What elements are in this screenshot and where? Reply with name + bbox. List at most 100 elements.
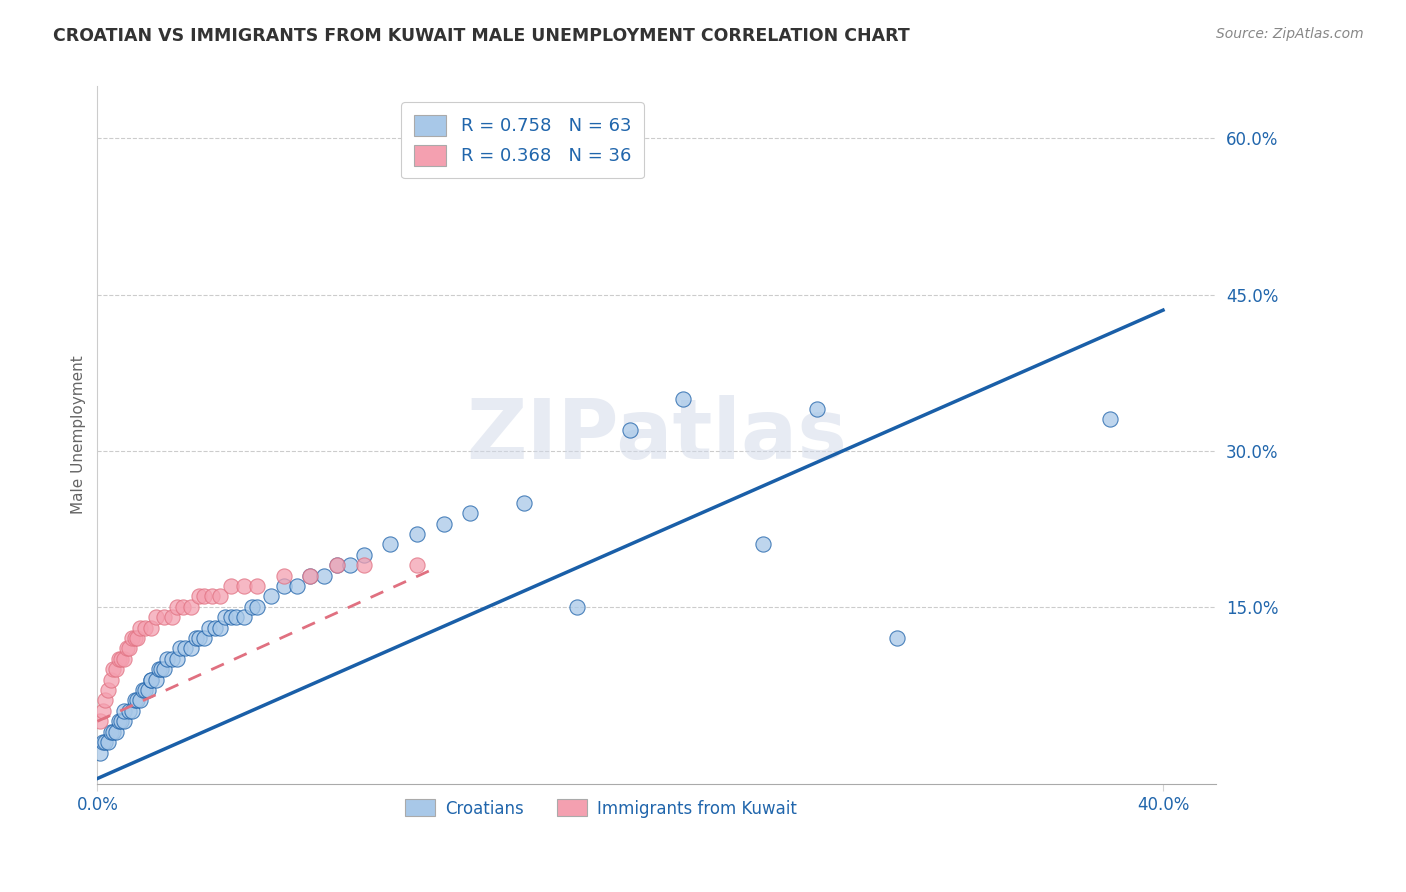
Point bbox=[94, 693, 117, 707]
Point bbox=[91, 735, 114, 749]
Point bbox=[124, 693, 146, 707]
Point bbox=[232, 610, 254, 624]
Point bbox=[326, 558, 349, 573]
Point bbox=[886, 631, 908, 645]
Y-axis label: Male Unemployment: Male Unemployment bbox=[72, 356, 86, 515]
Point bbox=[512, 496, 534, 510]
Point bbox=[193, 631, 215, 645]
Point bbox=[184, 631, 207, 645]
Point bbox=[89, 714, 111, 729]
Point bbox=[752, 537, 775, 551]
Point bbox=[326, 558, 349, 573]
Point bbox=[153, 610, 176, 624]
Point bbox=[97, 683, 120, 698]
Point bbox=[150, 662, 173, 676]
Point bbox=[232, 579, 254, 593]
Point bbox=[112, 652, 135, 666]
Point bbox=[103, 724, 125, 739]
Point bbox=[193, 590, 215, 604]
Point bbox=[129, 693, 152, 707]
Point bbox=[121, 704, 143, 718]
Point bbox=[100, 724, 122, 739]
Point bbox=[145, 610, 167, 624]
Point bbox=[259, 590, 281, 604]
Point bbox=[160, 610, 183, 624]
Point bbox=[406, 527, 429, 541]
Point bbox=[169, 641, 191, 656]
Point bbox=[100, 673, 122, 687]
Point bbox=[160, 652, 183, 666]
Point bbox=[198, 621, 221, 635]
Point bbox=[174, 641, 197, 656]
Point bbox=[112, 714, 135, 729]
Point bbox=[299, 568, 322, 582]
Point bbox=[103, 662, 125, 676]
Text: CROATIAN VS IMMIGRANTS FROM KUWAIT MALE UNEMPLOYMENT CORRELATION CHART: CROATIAN VS IMMIGRANTS FROM KUWAIT MALE … bbox=[53, 27, 910, 45]
Point bbox=[166, 599, 188, 614]
Point bbox=[110, 714, 132, 729]
Point bbox=[187, 590, 209, 604]
Point bbox=[118, 704, 141, 718]
Point bbox=[246, 599, 269, 614]
Point bbox=[460, 506, 482, 520]
Point bbox=[153, 662, 176, 676]
Point bbox=[201, 590, 224, 604]
Point bbox=[219, 610, 242, 624]
Point bbox=[353, 548, 375, 562]
Point bbox=[107, 652, 129, 666]
Point bbox=[94, 735, 117, 749]
Point bbox=[121, 631, 143, 645]
Point bbox=[131, 683, 153, 698]
Point bbox=[107, 714, 129, 729]
Point bbox=[299, 568, 322, 582]
Point bbox=[134, 683, 156, 698]
Point bbox=[672, 392, 695, 406]
Point bbox=[240, 599, 263, 614]
Point bbox=[172, 599, 194, 614]
Point bbox=[127, 631, 149, 645]
Legend: Croatians, Immigrants from Kuwait: Croatians, Immigrants from Kuwait bbox=[398, 793, 803, 824]
Point bbox=[145, 673, 167, 687]
Point bbox=[134, 621, 156, 635]
Point bbox=[565, 599, 588, 614]
Point bbox=[139, 673, 162, 687]
Point bbox=[115, 641, 138, 656]
Point bbox=[208, 590, 231, 604]
Point bbox=[91, 704, 114, 718]
Point bbox=[129, 621, 152, 635]
Point bbox=[136, 683, 159, 698]
Point bbox=[619, 423, 641, 437]
Point bbox=[180, 641, 202, 656]
Point bbox=[118, 641, 141, 656]
Point bbox=[285, 579, 308, 593]
Point bbox=[380, 537, 402, 551]
Point bbox=[105, 662, 128, 676]
Point bbox=[110, 652, 132, 666]
Point bbox=[806, 402, 828, 417]
Point bbox=[273, 568, 295, 582]
Point bbox=[208, 621, 231, 635]
Point bbox=[353, 558, 375, 573]
Point bbox=[156, 652, 179, 666]
Point bbox=[89, 746, 111, 760]
Point bbox=[166, 652, 188, 666]
Point bbox=[105, 724, 128, 739]
Point bbox=[406, 558, 429, 573]
Text: ZIPatlas: ZIPatlas bbox=[467, 394, 848, 475]
Point bbox=[219, 579, 242, 593]
Point bbox=[312, 568, 335, 582]
Point bbox=[139, 621, 162, 635]
Point bbox=[273, 579, 295, 593]
Point bbox=[214, 610, 236, 624]
Point bbox=[148, 662, 170, 676]
Point bbox=[187, 631, 209, 645]
Point bbox=[246, 579, 269, 593]
Point bbox=[127, 693, 149, 707]
Point bbox=[139, 673, 162, 687]
Point bbox=[225, 610, 247, 624]
Point bbox=[112, 704, 135, 718]
Point bbox=[433, 516, 456, 531]
Point bbox=[339, 558, 361, 573]
Point bbox=[124, 631, 146, 645]
Point bbox=[180, 599, 202, 614]
